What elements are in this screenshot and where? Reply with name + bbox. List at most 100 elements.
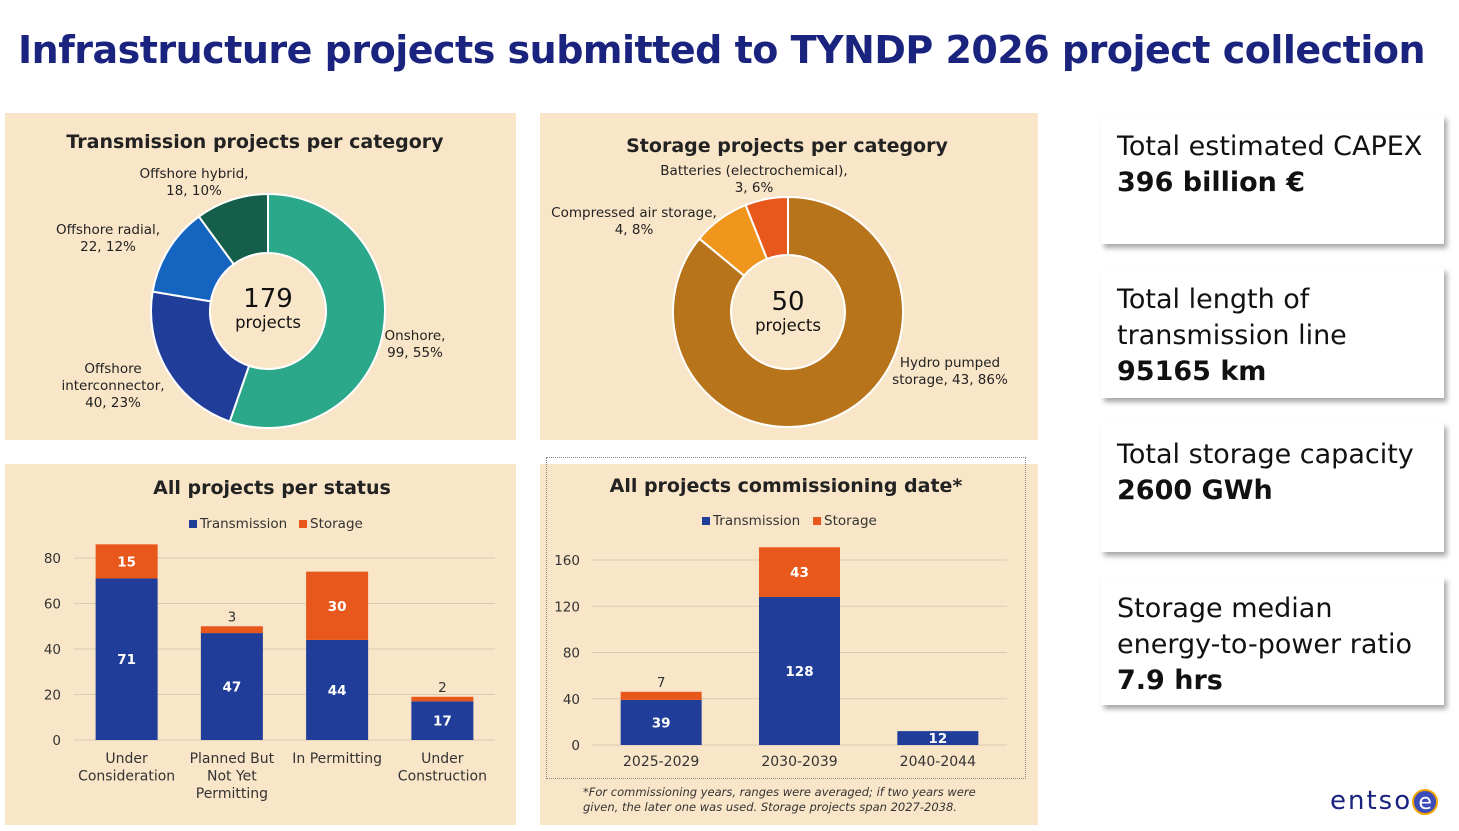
x-category-label: 2030-2039 [761,754,837,770]
bar-storage [95,544,158,579]
bar-transmission [897,731,979,745]
ratio-value: 7.9 hrs [1117,663,1428,699]
capex-value: 396 billion € [1117,167,1306,198]
bar-label-transmission: 128 [785,664,813,680]
x-category-label: 2025-2029 [623,754,699,770]
bar-transmission [95,578,158,740]
bar-label-transmission: 47 [222,680,241,696]
y-tick-label: 40 [563,692,580,708]
bar-transmission [200,633,263,740]
chart-title: All projects commissioning date* [610,475,963,497]
entsoe-logo: entso e [1330,786,1439,816]
x-category-label: 2040-2044 [900,754,976,770]
bar-label-storage: 30 [328,599,347,615]
logo-text: entso [1330,786,1413,816]
chart-title: Storage projects per category [626,135,948,157]
commissioning-footnote: *For commissioning years, ranges were av… [583,785,976,814]
y-tick-label: 80 [44,551,61,567]
slice-label: Hydro pumped [900,355,1000,371]
line-length-value: 95165 km [1117,356,1267,387]
chart-title: All projects per status [153,477,391,499]
commissioning-bar-chart: All projects commissioning date* Transmis… [554,475,1007,770]
slice-label: storage, 43, 86% [892,372,1008,388]
donut-center-label: projects [235,313,301,332]
donut-slice-hydro-pumped-storage [672,195,904,428]
legend-swatch-storage [299,520,307,528]
slice-label: Offshore [84,361,141,377]
bar-label-storage: 2 [438,680,447,696]
x-category-label: Consideration [78,769,175,785]
line-length-label: Total length of transmission line [1117,284,1347,351]
transmission-category-panel: Transmission projects per category Onshor… [5,113,516,440]
x-category-label: Under [421,751,464,767]
capex-label: Total estimated CAPEX [1117,131,1423,162]
y-tick-label: 40 [44,642,61,658]
donut-slice-offshore-hybrid [197,192,269,266]
bar-transmission [620,699,702,745]
donut-center-value: 179 [243,284,293,314]
slice-label: 18, 10% [166,183,222,199]
bar-label-storage: 15 [117,554,136,570]
bar-label-storage: 3 [228,609,237,625]
bar-storage [306,571,369,640]
slice-label: 3, 6% [735,180,774,196]
donut-slice-offshore-interconnector [150,290,251,423]
slice-label: 22, 12% [80,239,136,255]
bar-transmission [306,639,369,740]
ratio-card: Storage median energy-to-power ratio 7.9… [1101,577,1444,705]
legend-swatch-transmission [189,520,197,528]
y-tick-label: 0 [52,733,61,749]
commissioning-highlight-box [546,457,1026,779]
donut-center-label: projects [755,316,821,335]
transmission-donut-chart: Transmission projects per category Onshor… [56,131,446,429]
bar-storage [411,696,474,702]
logo-e-mark: e [1412,789,1439,815]
bar-label-storage: 7 [657,675,666,691]
commissioning-bar-panel: All projects commissioning date* Transmis… [540,464,1038,825]
y-tick-label: 0 [571,738,580,754]
page-title: Infrastructure projects submitted to TYN… [18,28,1426,72]
x-category-label: Permitting [196,786,268,802]
y-tick-label: 20 [44,688,61,704]
legend-label-transmission: Transmission [712,513,800,529]
bar-label-transmission: 44 [328,683,347,699]
y-tick-label: 80 [563,646,580,662]
bar-label-storage: 43 [790,565,809,581]
status-bar-panel: All projects per status Transmission Stora… [5,464,516,825]
slice-label: Batteries (electrochemical), [660,163,847,179]
capex-card: Total estimated CAPEX 396 billion € [1101,115,1444,244]
bar-storage [200,626,263,634]
slice-label: 99, 55% [387,345,443,361]
legend-swatch-storage [813,517,821,525]
legend-label-storage: Storage [824,513,877,529]
slice-label: Compressed air storage, [551,205,717,221]
x-category-label: Planned But [190,751,275,767]
bar-label-transmission: 12 [928,731,947,747]
ratio-label: Storage median energy-to-power ratio [1117,593,1412,660]
line-length-card: Total length of transmission line 95165 … [1101,268,1444,398]
donut-slice-batteries-electrochemical- [744,195,789,261]
slice-label: interconnector, [61,378,164,394]
donut-center-value: 50 [771,287,804,317]
x-category-label: Construction [398,769,487,785]
storage-donut-chart: Storage projects per category Hydro pumpe… [551,135,1008,428]
slice-label: 40, 23% [85,395,141,411]
legend-swatch-transmission [702,517,710,525]
legend-label-storage: Storage [310,516,363,532]
bar-storage [759,547,840,597]
legend-label-transmission: Transmission [199,516,287,532]
bar-transmission [759,597,840,745]
slice-label: 4, 8% [615,222,654,238]
y-tick-label: 60 [44,597,61,613]
storage-capacity-card: Total storage capacity 2600 GWh [1101,423,1444,552]
bar-label-transmission: 39 [652,715,671,731]
bar-label-transmission: 17 [433,714,452,730]
chart-title: Transmission projects per category [66,131,444,153]
x-category-label: In Permitting [292,751,382,767]
bar-storage [620,691,702,700]
slice-label: Onshore, [385,328,446,344]
ratio-value-text: 7.9 hrs [1117,665,1223,696]
storage-category-panel: Storage projects per category Hydro pumpe… [540,113,1038,440]
status-bar-chart: All projects per status Transmission Stora… [44,477,495,802]
storage-capacity-label: Total storage capacity [1117,439,1414,470]
